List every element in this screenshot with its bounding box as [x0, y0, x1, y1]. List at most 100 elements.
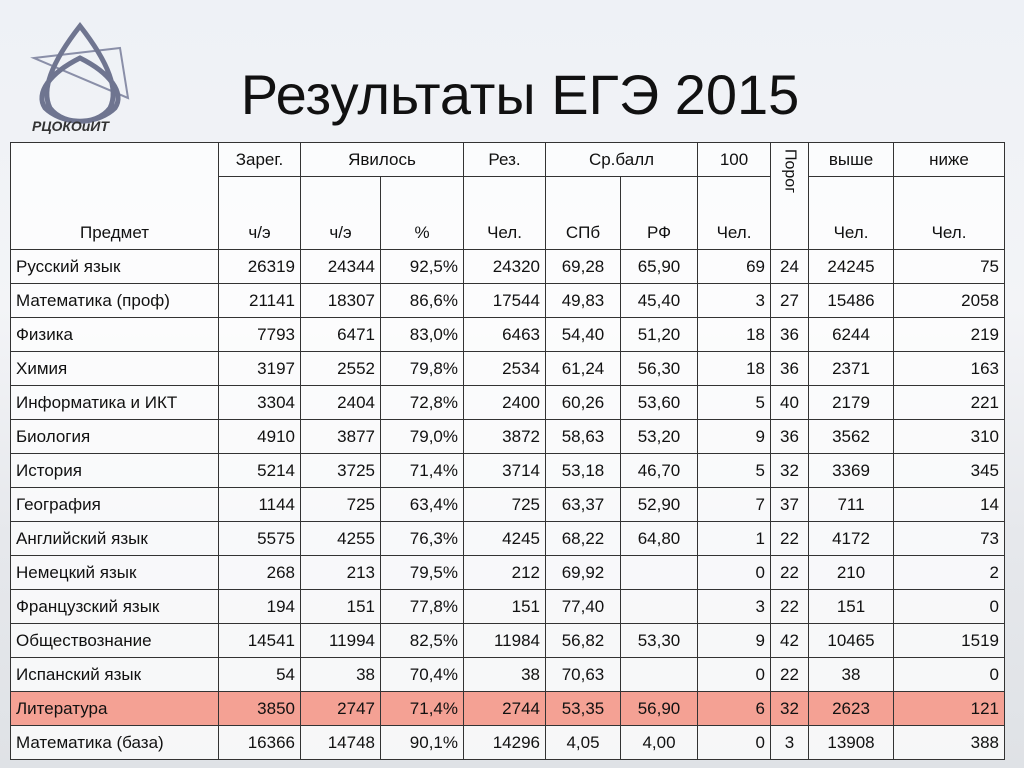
value-cell: 53,20	[620, 419, 698, 454]
subject-cell: Химия	[10, 351, 219, 386]
value-cell	[620, 657, 698, 692]
value-cell: 121	[893, 691, 1005, 726]
value-cell: 51,20	[620, 317, 698, 352]
subject-cell: Биология	[10, 419, 219, 454]
value-cell: 22	[770, 657, 809, 692]
value-cell: 194	[218, 589, 301, 624]
value-cell: 82,5%	[380, 623, 464, 658]
value-cell: 0	[697, 657, 771, 692]
value-cell: 54,40	[545, 317, 621, 352]
table-row: Русский язык 26319 24344 92,5% 24320 69,28 65,…	[10, 249, 1005, 284]
value-cell: 151	[808, 589, 894, 624]
value-cell: 38	[463, 657, 546, 692]
value-cell: 0	[893, 657, 1005, 692]
logo-frame	[30, 46, 130, 100]
value-cell: 10465	[808, 623, 894, 658]
value-cell: 56,30	[620, 351, 698, 386]
value-cell: 79,0%	[380, 419, 464, 454]
value-cell: 65,90	[620, 249, 698, 284]
value-cell: 13908	[808, 725, 894, 760]
value-cell: 2371	[808, 351, 894, 386]
value-cell: 2179	[808, 385, 894, 420]
results-table: Предмет Зарег. Явилось Рез. Ср.балл 100 …	[10, 142, 1005, 760]
subject-cell: Немецкий язык	[10, 555, 219, 590]
value-cell: 18	[697, 317, 771, 352]
value-cell: 69	[697, 249, 771, 284]
logo: РЦОКОиИТ	[30, 21, 130, 134]
value-cell: 6471	[300, 317, 381, 352]
value-cell: 24245	[808, 249, 894, 284]
value-cell: 151	[300, 589, 381, 624]
value-cell: 63,37	[545, 487, 621, 522]
value-cell: 26319	[218, 249, 301, 284]
logo-text: РЦОКОиИТ	[32, 118, 110, 134]
value-cell: 6244	[808, 317, 894, 352]
value-cell: 3	[697, 589, 771, 624]
value-cell: 1	[697, 521, 771, 556]
value-cell: 79,5%	[380, 555, 464, 590]
header-row: ч/э ч/э % Чел. СПб РФ Чел. Чел. Чел.	[11, 176, 1005, 250]
value-cell: 27	[770, 283, 809, 318]
value-cell: 77,40	[545, 589, 621, 624]
value-cell: 210	[808, 555, 894, 590]
value-cell: 38	[808, 657, 894, 692]
value-cell: 3850	[218, 691, 301, 726]
value-cell: 4,00	[620, 725, 698, 760]
table-row: Физика 7793 6471 83,0% 6463 54,40 51,20 18 36 624…	[10, 317, 1005, 352]
value-cell: 2534	[463, 351, 546, 386]
value-cell: 221	[893, 385, 1005, 420]
header-cell: ниже	[893, 142, 1005, 177]
value-cell: 15486	[808, 283, 894, 318]
value-cell: 725	[300, 487, 381, 522]
value-cell: 11984	[463, 623, 546, 658]
value-cell: 69,28	[545, 249, 621, 284]
value-cell: 268	[218, 555, 301, 590]
value-cell: 40	[770, 385, 809, 420]
value-cell	[620, 555, 698, 590]
value-cell: 2552	[300, 351, 381, 386]
value-cell: 22	[770, 589, 809, 624]
value-cell: 42	[770, 623, 809, 658]
value-cell: 711	[808, 487, 894, 522]
value-cell: 92,5%	[380, 249, 464, 284]
value-cell: 70,4%	[380, 657, 464, 692]
value-cell: 83,0%	[380, 317, 464, 352]
header-cell: Рез.	[463, 142, 546, 177]
value-cell: 71,4%	[380, 691, 464, 726]
value-cell: 4255	[300, 521, 381, 556]
value-cell: 14541	[218, 623, 301, 658]
value-cell: 2058	[893, 283, 1005, 318]
header-cell: выше	[808, 142, 894, 177]
value-cell: 46,70	[620, 453, 698, 488]
table-row: Математика (база) 16366 14748 90,1% 14296 4,0…	[10, 725, 1005, 760]
value-cell: 0	[697, 555, 771, 590]
value-cell: 345	[893, 453, 1005, 488]
value-cell: 76,3%	[380, 521, 464, 556]
value-cell: 3197	[218, 351, 301, 386]
value-cell: 71,4%	[380, 453, 464, 488]
table-row: Обществознание 14541 11994 82,5% 11984 56,82 5…	[10, 623, 1005, 658]
header-cell: 100	[697, 142, 771, 177]
value-cell: 3304	[218, 385, 301, 420]
value-cell: 53,18	[545, 453, 621, 488]
header-cell: Зарег.	[218, 142, 301, 177]
value-cell: 310	[893, 419, 1005, 454]
subject-cell: Литература	[10, 691, 219, 726]
value-cell: 79,8%	[380, 351, 464, 386]
value-cell: 14748	[300, 725, 381, 760]
value-cell: 1519	[893, 623, 1005, 658]
value-cell: 388	[893, 725, 1005, 760]
table-row: Информатика и ИКТ 3304 2404 72,8% 2400 60,26 5…	[10, 385, 1005, 420]
value-cell: 6	[697, 691, 771, 726]
table-row: Биология 4910 3877 79,0% 3872 58,63 53,20 9 36 35…	[10, 419, 1005, 454]
value-cell: 3877	[300, 419, 381, 454]
value-cell: 3	[770, 725, 809, 760]
value-cell: 58,63	[545, 419, 621, 454]
subject-cell: География	[10, 487, 219, 522]
value-cell: 4172	[808, 521, 894, 556]
value-cell: 14	[893, 487, 1005, 522]
value-cell: 9	[697, 419, 771, 454]
value-cell: 32	[770, 453, 809, 488]
table-row: Литература 3850 2747 71,4% 2744 53,35 56,90 6 32…	[10, 691, 1005, 726]
